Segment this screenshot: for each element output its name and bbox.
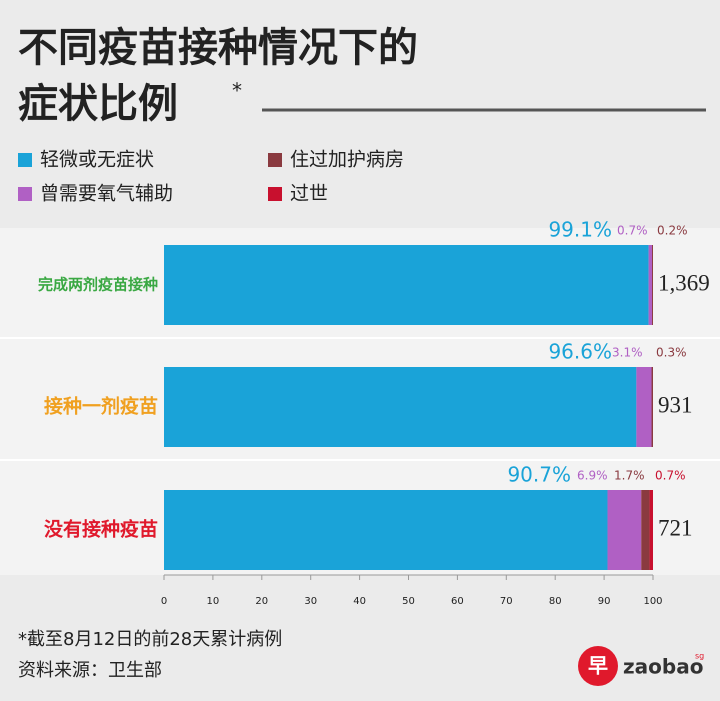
value-label: 96.6% xyxy=(548,340,612,364)
case-count: 721 xyxy=(658,515,693,540)
x-tick-label: 90 xyxy=(598,596,611,607)
category-label: 完成两剂疫苗接种 xyxy=(38,276,158,294)
bar-segment xyxy=(164,490,608,570)
chart-title: 不同疫苗接种情况下的 xyxy=(18,25,418,71)
value-label: 6.9% xyxy=(577,469,608,483)
legend-swatch xyxy=(18,153,32,167)
value-label: 90.7% xyxy=(507,463,571,487)
bar-segment xyxy=(636,367,652,447)
legend-swatch xyxy=(268,187,282,201)
value-label: 99.1% xyxy=(548,218,612,242)
legend-label: 住过加护病房 xyxy=(290,149,404,171)
x-tick-label: 10 xyxy=(207,596,220,607)
footnote: *截至8月12日的前28天累计病例 xyxy=(18,629,282,650)
case-count: 1,369 xyxy=(658,270,710,295)
bar-segment xyxy=(649,490,653,570)
case-count: 931 xyxy=(658,392,693,417)
chart-title: 症状比例 xyxy=(18,81,178,127)
value-label: 0.7% xyxy=(655,469,686,483)
x-tick-label: 40 xyxy=(353,596,366,607)
x-tick-label: 80 xyxy=(549,596,562,607)
legend-label: 过世 xyxy=(290,183,328,205)
logo-circle xyxy=(578,646,618,686)
legend-label: 轻微或无症状 xyxy=(40,149,154,171)
x-tick-label: 0 xyxy=(161,596,167,607)
brand-name: zaobao xyxy=(623,655,703,679)
footnote: 资料来源：卫生部 xyxy=(18,660,162,681)
legend-label: 曾需要氧气辅助 xyxy=(40,183,173,205)
legend-swatch xyxy=(268,153,282,167)
bar-segment xyxy=(164,245,649,325)
x-tick-label: 20 xyxy=(255,596,268,607)
category-label: 接种一剂疫苗 xyxy=(44,395,158,418)
x-tick-label: 100 xyxy=(643,596,662,607)
bar-segment xyxy=(651,367,653,447)
value-label: 3.1% xyxy=(612,346,643,360)
x-tick-label: 30 xyxy=(304,596,317,607)
x-tick-label: 50 xyxy=(402,596,415,607)
x-tick-label: 70 xyxy=(500,596,513,607)
bar-segment xyxy=(641,490,650,570)
title-mark: * xyxy=(232,79,242,103)
bar-segment xyxy=(607,490,642,570)
bar-segment xyxy=(652,245,653,325)
value-label: 0.3% xyxy=(656,346,687,360)
value-label: 0.7% xyxy=(617,224,648,238)
brand-suffix: sg xyxy=(695,652,704,661)
bar-segment xyxy=(648,245,653,325)
x-tick-label: 60 xyxy=(451,596,464,607)
legend-swatch xyxy=(18,187,32,201)
category-label: 没有接种疫苗 xyxy=(44,518,158,541)
value-label: 1.7% xyxy=(614,469,645,483)
bar-segment xyxy=(164,367,637,447)
logo: 早 xyxy=(588,654,608,678)
value-label: 0.2% xyxy=(657,224,688,238)
